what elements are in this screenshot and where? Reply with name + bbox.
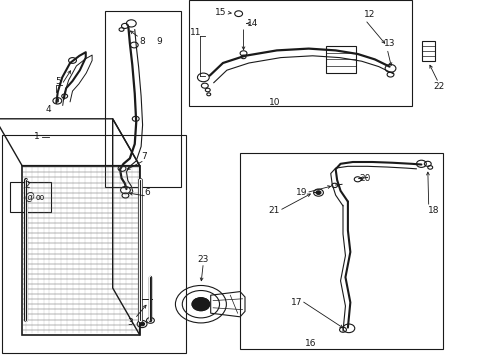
Bar [240,153,443,349]
Text: oo: oo [36,193,45,202]
Text: 14: 14 [246,19,258,28]
Text: 3: 3 [127,318,133,327]
Text: 22: 22 [433,82,444,91]
Bar [326,46,356,73]
Text: 11: 11 [190,28,202,37]
Text: @: @ [24,192,34,202]
Bar [22,166,140,335]
Text: 4: 4 [45,105,51,114]
Text: 19: 19 [295,188,307,197]
Circle shape [192,298,210,311]
Bar [105,11,181,187]
Text: 21: 21 [269,206,280,215]
Text: 7: 7 [142,152,147,161]
Text: 20: 20 [359,174,371,183]
Text: 16: 16 [305,339,317,348]
Bar [2,135,186,353]
Text: 2: 2 [24,181,30,190]
Text: 9: 9 [156,37,162,46]
Text: 18: 18 [428,206,440,215]
Text: 13: 13 [384,39,395,48]
Bar [189,0,412,106]
Text: 5: 5 [55,77,61,85]
Circle shape [140,322,145,326]
Text: 15: 15 [215,8,226,17]
Text: 17: 17 [291,298,302,307]
Text: 6: 6 [144,188,150,197]
Bar [422,41,435,61]
Text: 1: 1 [34,132,40,141]
Circle shape [316,191,321,194]
Text: 12: 12 [364,10,376,19]
Text: 23: 23 [197,255,209,264]
Text: 10: 10 [269,98,280,107]
Bar [10,182,51,212]
Text: 8: 8 [139,37,145,46]
